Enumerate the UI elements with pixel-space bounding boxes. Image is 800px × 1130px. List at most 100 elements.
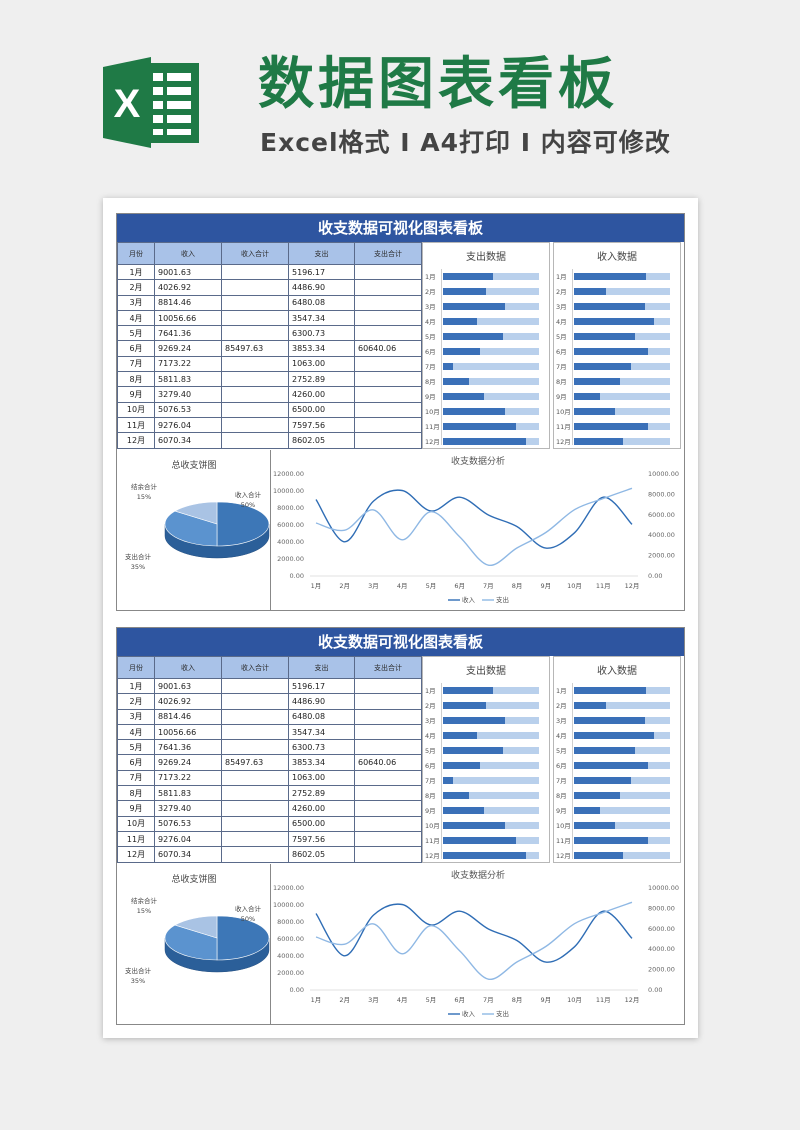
table-cell-expense-total[interactable]: [354, 723, 422, 741]
table-cell-month[interactable]: 12月: [117, 432, 155, 449]
table-cell-month[interactable]: 11月: [117, 416, 155, 434]
table-cell-income-total[interactable]: 85497.63: [221, 754, 289, 771]
table-cell-expense-total[interactable]: [354, 371, 422, 388]
table-cell-expense[interactable]: 1063.00: [288, 355, 355, 373]
table-cell-expense[interactable]: 4260.00: [288, 800, 355, 817]
table-cell-income-total[interactable]: [221, 309, 289, 327]
table-cell-expense-total[interactable]: [354, 785, 422, 802]
table-cell-expense[interactable]: 2752.89: [288, 371, 355, 388]
table-cell-month[interactable]: 4月: [117, 309, 155, 327]
table-cell-income-total[interactable]: [221, 769, 289, 787]
table-cell-income[interactable]: 9276.04: [154, 830, 222, 848]
table-cell-month[interactable]: 1月: [117, 677, 155, 695]
table-cell-expense[interactable]: 6480.08: [288, 294, 355, 311]
table-cell-expense[interactable]: 3853.34: [288, 340, 355, 357]
table-cell-month[interactable]: 6月: [117, 340, 155, 357]
table-cell-expense[interactable]: 3547.34: [288, 309, 355, 327]
table-cell-expense-total[interactable]: [354, 294, 422, 311]
table-cell-income[interactable]: 7173.22: [154, 769, 222, 787]
table-cell-income-total[interactable]: [221, 432, 289, 449]
table-cell-expense[interactable]: 6300.73: [288, 739, 355, 756]
table-cell-expense[interactable]: 1063.00: [288, 769, 355, 787]
table-cell-expense[interactable]: 4486.90: [288, 693, 355, 710]
table-cell-income[interactable]: 5076.53: [154, 401, 222, 418]
table-cell-income[interactable]: 4026.92: [154, 279, 222, 296]
table-cell-expense-total[interactable]: [354, 708, 422, 725]
table-cell-income-total[interactable]: [221, 693, 289, 710]
table-cell-expense-total[interactable]: [354, 432, 422, 449]
table-cell-month[interactable]: 5月: [117, 325, 155, 342]
table-cell-expense[interactable]: 8602.05: [288, 846, 355, 863]
table-cell-income[interactable]: 6070.34: [154, 432, 222, 449]
table-cell-expense-total[interactable]: [354, 846, 422, 863]
table-cell-month[interactable]: 9月: [117, 386, 155, 403]
table-cell-month[interactable]: 2月: [117, 279, 155, 296]
table-cell-expense-total[interactable]: [354, 830, 422, 848]
table-cell-month[interactable]: 7月: [117, 355, 155, 373]
table-cell-expense-total[interactable]: [354, 309, 422, 327]
table-cell-month[interactable]: 2月: [117, 693, 155, 710]
table-cell-income-total[interactable]: [221, 800, 289, 817]
table-cell-income[interactable]: 9001.63: [154, 677, 222, 695]
table-cell-income-total[interactable]: [221, 677, 289, 695]
table-cell-income[interactable]: 3279.40: [154, 800, 222, 817]
table-cell-income-total[interactable]: [221, 279, 289, 296]
table-cell-expense[interactable]: 3853.34: [288, 754, 355, 771]
table-cell-income-total[interactable]: [221, 708, 289, 725]
table-cell-month[interactable]: 5月: [117, 739, 155, 756]
table-cell-expense[interactable]: 2752.89: [288, 785, 355, 802]
table-cell-expense-total[interactable]: 60640.06: [354, 340, 422, 357]
table-cell-income[interactable]: 6070.34: [154, 846, 222, 863]
table-cell-expense[interactable]: 7597.56: [288, 830, 355, 848]
table-cell-month[interactable]: 3月: [117, 708, 155, 725]
table-cell-income[interactable]: 5811.83: [154, 785, 222, 802]
table-cell-expense[interactable]: 6300.73: [288, 325, 355, 342]
table-cell-expense[interactable]: 3547.34: [288, 723, 355, 741]
table-cell-income-total[interactable]: [221, 401, 289, 418]
table-cell-income-total[interactable]: [221, 355, 289, 373]
table-cell-income[interactable]: 9269.24: [154, 754, 222, 771]
table-cell-income-total[interactable]: [221, 785, 289, 802]
table-cell-month[interactable]: 8月: [117, 785, 155, 802]
table-cell-income[interactable]: 4026.92: [154, 693, 222, 710]
table-cell-expense-total[interactable]: [354, 279, 422, 296]
table-cell-expense[interactable]: 6500.00: [288, 401, 355, 418]
table-cell-month[interactable]: 10月: [117, 815, 155, 832]
table-cell-income[interactable]: 10056.66: [154, 309, 222, 327]
table-cell-month[interactable]: 7月: [117, 769, 155, 787]
table-cell-expense[interactable]: 5196.17: [288, 263, 355, 281]
table-cell-expense[interactable]: 5196.17: [288, 677, 355, 695]
table-cell-month[interactable]: 8月: [117, 371, 155, 388]
table-cell-month[interactable]: 4月: [117, 723, 155, 741]
table-cell-income[interactable]: 9001.63: [154, 263, 222, 281]
table-cell-expense-total[interactable]: [354, 800, 422, 817]
table-cell-expense[interactable]: 4486.90: [288, 279, 355, 296]
table-cell-income-total[interactable]: [221, 294, 289, 311]
table-cell-expense-total[interactable]: [354, 263, 422, 281]
table-cell-expense-total[interactable]: [354, 769, 422, 787]
table-cell-income[interactable]: 9269.24: [154, 340, 222, 357]
table-cell-expense-total[interactable]: [354, 739, 422, 756]
table-cell-income[interactable]: 8814.46: [154, 708, 222, 725]
table-cell-month[interactable]: 11月: [117, 830, 155, 848]
table-cell-expense[interactable]: 4260.00: [288, 386, 355, 403]
table-cell-income-total[interactable]: [221, 416, 289, 434]
table-cell-income-total[interactable]: [221, 815, 289, 832]
table-cell-month[interactable]: 12月: [117, 846, 155, 863]
table-cell-expense-total[interactable]: [354, 386, 422, 403]
table-cell-income[interactable]: 7641.36: [154, 325, 222, 342]
table-cell-expense[interactable]: 6500.00: [288, 815, 355, 832]
table-cell-income[interactable]: 10056.66: [154, 723, 222, 741]
table-cell-income-total[interactable]: 85497.63: [221, 340, 289, 357]
table-cell-income-total[interactable]: [221, 846, 289, 863]
table-cell-income-total[interactable]: [221, 739, 289, 756]
table-cell-income[interactable]: 5076.53: [154, 815, 222, 832]
table-cell-expense[interactable]: 7597.56: [288, 416, 355, 434]
table-cell-expense-total[interactable]: [354, 401, 422, 418]
table-cell-income-total[interactable]: [221, 723, 289, 741]
table-cell-expense-total[interactable]: [354, 693, 422, 710]
table-cell-expense-total[interactable]: [354, 325, 422, 342]
table-cell-month[interactable]: 6月: [117, 754, 155, 771]
table-cell-income-total[interactable]: [221, 830, 289, 848]
table-cell-income-total[interactable]: [221, 263, 289, 281]
